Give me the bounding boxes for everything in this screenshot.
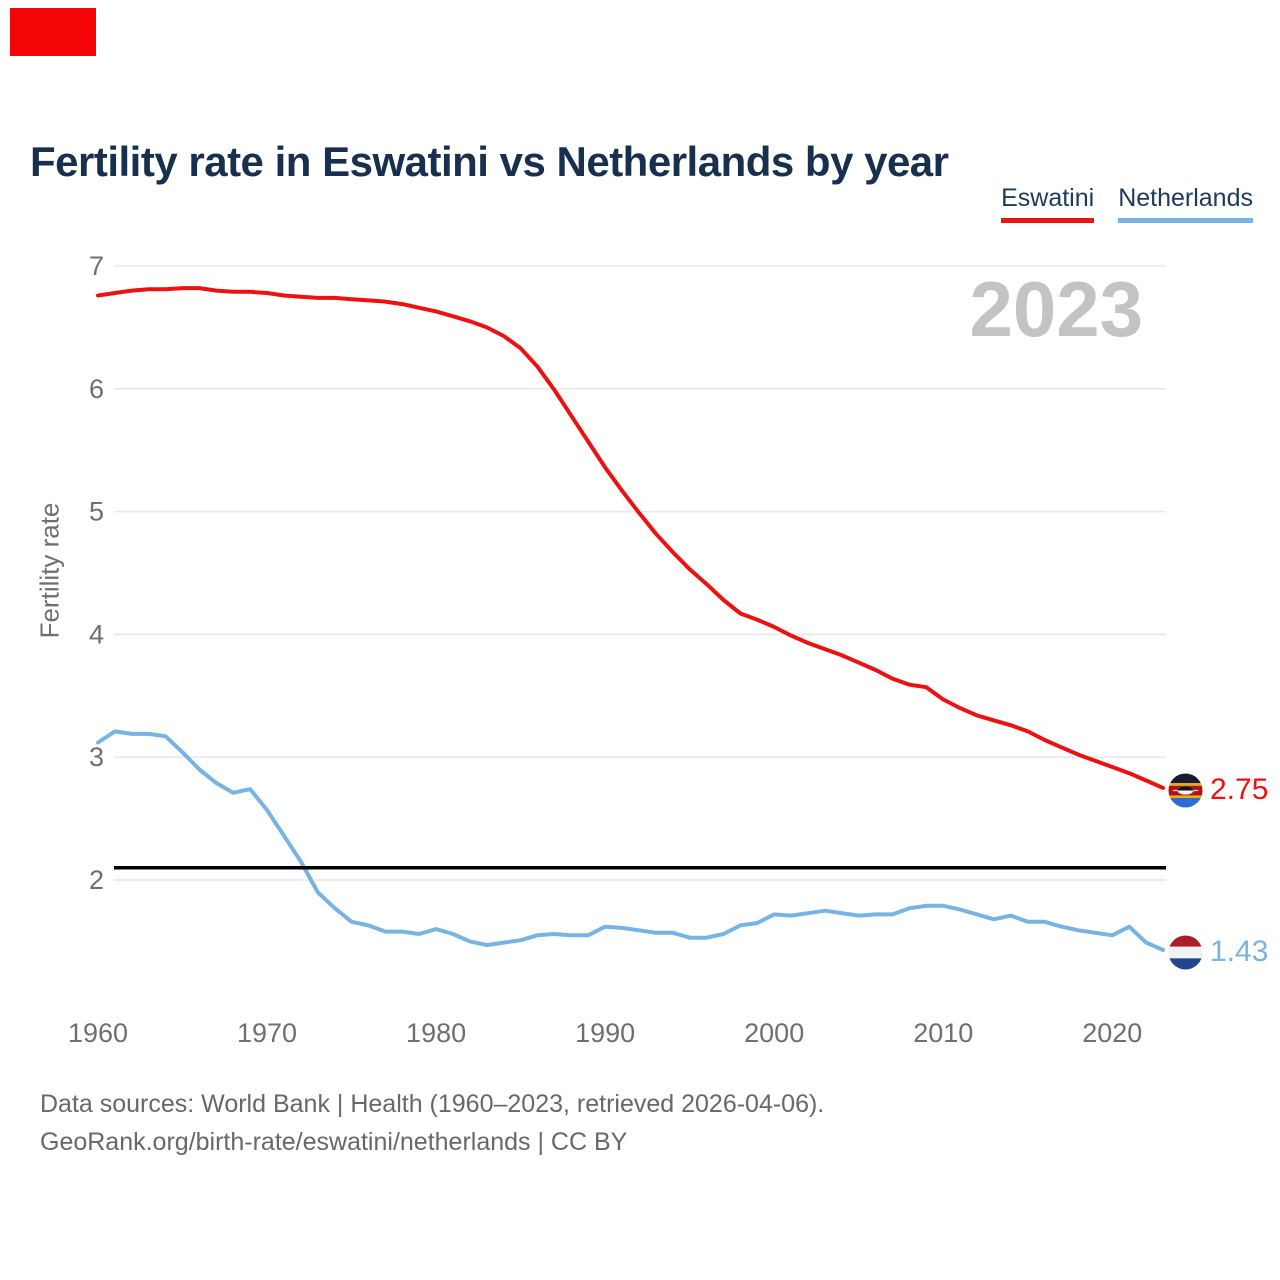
netherlands-end-value: 1.43: [1210, 935, 1269, 968]
y-axis-title: Fertility rate: [34, 502, 65, 639]
eswatini-end-value: 2.75: [1210, 773, 1269, 806]
footer: Data sources: World Bank | Health (1960–…: [40, 1086, 824, 1161]
netherlands-flag-icon: [1168, 934, 1203, 970]
chart-legend: Eswatini Netherlands: [1001, 184, 1253, 223]
x-tick-1970: 1970: [237, 1018, 297, 1048]
year-watermark: 2023: [969, 265, 1143, 353]
y-tick-5: 5: [89, 497, 104, 527]
footer-sources-line: Data sources: World Bank | Health (1960–…: [40, 1090, 825, 1118]
series-line-eswatini: [96, 286, 1165, 790]
y-tick-6: 6: [89, 374, 104, 404]
footer-attribution-line: GeoRank.org/birth-rate/eswatini/netherla…: [40, 1127, 628, 1156]
x-tick-1980: 1980: [406, 1018, 466, 1048]
x-tick-1960: 1960: [68, 1018, 128, 1048]
corner-red-marker: [10, 8, 96, 56]
series-line-netherlands: [96, 729, 1165, 952]
x-tick-2000: 2000: [744, 1018, 804, 1048]
y-tick-3: 3: [89, 742, 104, 772]
eswatini-end-label: 2.75: [1168, 772, 1268, 808]
x-tick-1990: 1990: [575, 1018, 635, 1048]
x-tick-2010: 2010: [913, 1018, 973, 1048]
x-tick-2020: 2020: [1082, 1018, 1142, 1048]
legend-item-netherlands[interactable]: Netherlands: [1118, 184, 1253, 223]
y-tick-2: 2: [89, 865, 104, 895]
page-title: Fertility rate in Eswatini vs Netherland…: [30, 138, 949, 186]
y-tick-7: 7: [89, 251, 104, 281]
y-tick-4: 4: [89, 619, 104, 649]
legend-item-eswatini[interactable]: Eswatini: [1001, 184, 1095, 223]
netherlands-end-label: 1.43: [1168, 934, 1268, 970]
eswatini-flag-icon: [1168, 772, 1203, 808]
